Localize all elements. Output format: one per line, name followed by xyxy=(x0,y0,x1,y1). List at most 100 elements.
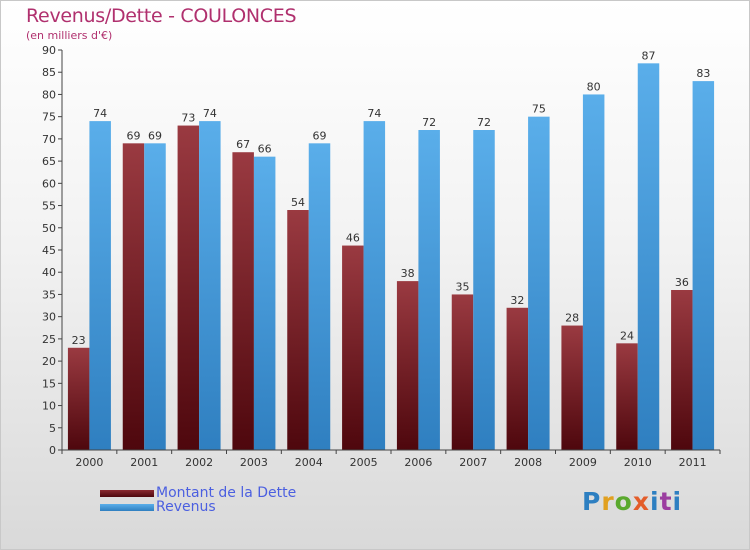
proxiti-logo: Proxiti xyxy=(582,487,682,516)
data-label-revenue: 69 xyxy=(313,129,327,142)
data-label-revenue: 72 xyxy=(422,116,436,129)
data-label-revenue: 66 xyxy=(258,143,272,156)
data-label-debt: 35 xyxy=(456,280,470,293)
bars: 23 74 69 69 73 74 67 66 54 69 46 74 38 72 35 72 32 75 28 80… xyxy=(67,49,715,451)
legend-item-revenue: Revenus xyxy=(100,500,296,514)
data-label-revenue: 74 xyxy=(203,107,217,120)
data-label-debt: 24 xyxy=(620,329,634,342)
logo-letter: i xyxy=(650,487,660,516)
bar-revenue xyxy=(692,81,715,450)
y-tick-label: 85 xyxy=(42,66,56,79)
x-tick-label: 2005 xyxy=(350,456,378,469)
data-label-revenue: 83 xyxy=(696,67,710,80)
bar-revenue xyxy=(418,130,440,450)
x-tick-label: 2000 xyxy=(75,456,103,469)
chart-title: Revenus/Dette - COULONCES xyxy=(26,5,297,27)
y-axis: 0 5 10 15 20 25 30 35 40 45 50 55 60 65 70 75 80 85 90 xyxy=(42,44,63,457)
legend-swatch-revenue xyxy=(100,503,154,511)
y-tick-label: 40 xyxy=(42,266,56,279)
chart-subtitle: (en milliers d'€) xyxy=(26,29,113,42)
x-axis: 2000 2001 2002 2003 2004 2005 2006 2007 2008 2009… xyxy=(61,449,721,469)
logo-letter: i xyxy=(672,487,683,516)
data-label-debt: 54 xyxy=(291,196,305,209)
x-tick-label: 2006 xyxy=(404,456,432,469)
y-tick-label: 15 xyxy=(42,377,56,390)
data-label-revenue: 74 xyxy=(367,107,381,120)
legend: Montant de la Dette Revenus xyxy=(100,486,296,514)
data-label-revenue: 80 xyxy=(587,80,601,93)
y-tick-label: 5 xyxy=(49,422,56,435)
data-label-debt: 67 xyxy=(236,138,250,151)
y-tick-label: 10 xyxy=(42,400,56,413)
logo-letter: P xyxy=(582,487,602,516)
bar-revenue xyxy=(528,116,550,451)
x-tick-label: 2007 xyxy=(459,456,487,469)
bar-debt xyxy=(396,281,419,450)
bar-revenue xyxy=(308,143,331,451)
logo-letter: o xyxy=(614,487,633,516)
y-tick-label: 90 xyxy=(42,44,56,57)
data-label-debt: 23 xyxy=(72,334,86,347)
y-tick-label: 20 xyxy=(42,355,56,368)
data-label-debt: 38 xyxy=(401,267,415,280)
data-label-revenue: 75 xyxy=(532,103,546,116)
bar-revenue xyxy=(144,143,166,451)
x-tick-label: 2004 xyxy=(295,456,323,469)
x-tick-label: 2002 xyxy=(185,456,213,469)
logo-letter: r xyxy=(601,487,615,516)
bar-debt xyxy=(287,210,309,450)
y-tick-label: 80 xyxy=(42,88,56,101)
logo-letter: x xyxy=(632,487,650,516)
data-label-revenue: 72 xyxy=(477,116,491,129)
data-label-debt: 28 xyxy=(565,312,579,325)
legend-item-debt: Montant de la Dette xyxy=(100,486,296,500)
bar-debt xyxy=(67,347,90,450)
x-tick-label: 2009 xyxy=(569,456,597,469)
bar-revenue xyxy=(199,121,221,450)
bar-revenue xyxy=(473,130,495,450)
bar-revenue xyxy=(363,121,386,450)
bar-debt xyxy=(561,325,583,450)
bar-debt xyxy=(122,143,145,451)
y-tick-label: 55 xyxy=(42,200,56,213)
bar-revenue xyxy=(253,156,276,450)
y-tick-label: 25 xyxy=(42,333,56,346)
bar-revenue xyxy=(582,94,605,450)
data-label-revenue: 87 xyxy=(642,49,656,62)
y-tick-label: 0 xyxy=(49,444,56,457)
data-label-revenue: 69 xyxy=(148,129,162,142)
bar-debt xyxy=(342,245,364,450)
y-tick-label: 50 xyxy=(42,222,56,235)
legend-label-debt: Montant de la Dette xyxy=(156,485,297,501)
bar-revenue xyxy=(89,121,111,450)
legend-label-revenue: Revenus xyxy=(156,499,216,515)
x-tick-label: 2011 xyxy=(679,456,707,469)
y-tick-label: 60 xyxy=(42,177,56,190)
data-label-debt: 36 xyxy=(675,276,689,289)
bar-debt xyxy=(616,343,638,450)
legend-swatch-debt xyxy=(100,489,154,497)
y-tick-label: 65 xyxy=(42,155,56,168)
bar-debt xyxy=(232,152,254,450)
y-tick-label: 75 xyxy=(42,111,56,124)
data-label-revenue: 74 xyxy=(93,107,107,120)
logo-letter: t xyxy=(659,487,673,516)
x-tick-label: 2003 xyxy=(240,456,268,469)
y-tick-label: 45 xyxy=(42,244,56,257)
y-tick-label: 30 xyxy=(42,311,56,324)
y-tick-label: 70 xyxy=(42,133,56,146)
bar-debt xyxy=(451,294,474,450)
x-tick-label: 2010 xyxy=(624,456,652,469)
x-tick-label: 2001 xyxy=(130,456,158,469)
bar-debt xyxy=(506,307,529,450)
data-label-debt: 32 xyxy=(510,294,524,307)
x-tick-label: 2008 xyxy=(514,456,542,469)
y-tick-label: 35 xyxy=(42,288,56,301)
bar-debt xyxy=(671,290,693,450)
bar-debt xyxy=(177,125,200,451)
bar-revenue xyxy=(637,63,660,450)
data-label-debt: 69 xyxy=(127,129,141,142)
data-label-debt: 73 xyxy=(181,112,195,125)
data-label-debt: 46 xyxy=(346,232,360,245)
